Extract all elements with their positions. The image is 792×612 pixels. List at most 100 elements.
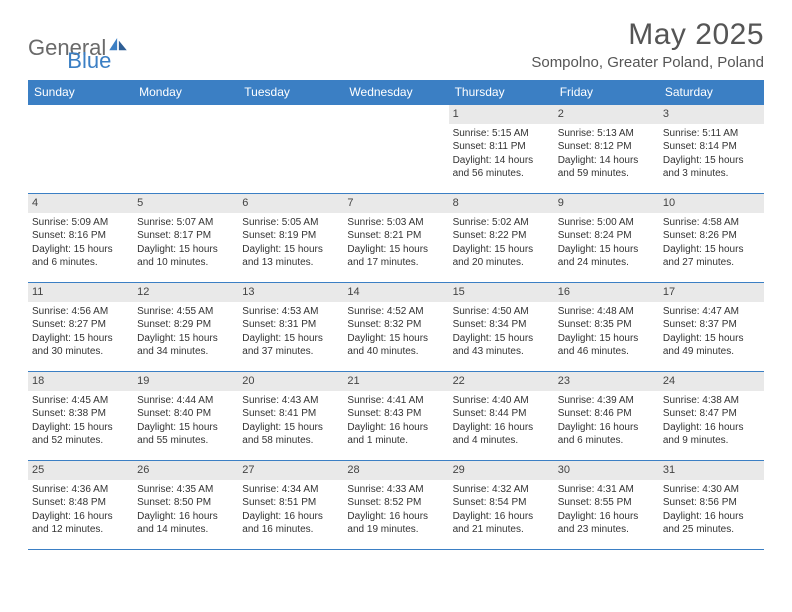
logo-text-blue: Blue — [67, 48, 111, 74]
daylight-text: Daylight: 15 hours and 24 minutes. — [558, 243, 655, 270]
day-number: 14 — [343, 283, 448, 302]
day-number: 17 — [659, 283, 764, 302]
sunset-text: Sunset: 8:12 PM — [558, 140, 655, 154]
sunrise-text: Sunrise: 4:56 AM — [32, 305, 129, 319]
day-of-week-header: SundayMondayTuesdayWednesdayThursdayFrid… — [28, 80, 764, 104]
sunset-text: Sunset: 8:34 PM — [453, 318, 550, 332]
sunset-text: Sunset: 8:29 PM — [137, 318, 234, 332]
week-row: 4Sunrise: 5:09 AMSunset: 8:16 PMDaylight… — [28, 193, 764, 282]
sunset-text: Sunset: 8:56 PM — [663, 496, 760, 510]
daylight-text: Daylight: 16 hours and 21 minutes. — [453, 510, 550, 537]
sunset-text: Sunset: 8:55 PM — [558, 496, 655, 510]
sunrise-text: Sunrise: 5:11 AM — [663, 127, 760, 141]
daylight-text: Daylight: 15 hours and 37 minutes. — [242, 332, 339, 359]
daylight-text: Daylight: 15 hours and 3 minutes. — [663, 154, 760, 181]
sunset-text: Sunset: 8:22 PM — [453, 229, 550, 243]
day-number: 20 — [238, 372, 343, 391]
header: General Blue May 2025 Sompolno, Greater … — [28, 18, 764, 74]
sunrise-text: Sunrise: 4:39 AM — [558, 394, 655, 408]
week-row: 25Sunrise: 4:36 AMSunset: 8:48 PMDayligh… — [28, 460, 764, 550]
sunrise-text: Sunrise: 4:43 AM — [242, 394, 339, 408]
sunset-text: Sunset: 8:19 PM — [242, 229, 339, 243]
month-title: May 2025 — [531, 18, 764, 52]
daylight-text: Daylight: 15 hours and 52 minutes. — [32, 421, 129, 448]
sunset-text: Sunset: 8:31 PM — [242, 318, 339, 332]
sunset-text: Sunset: 8:41 PM — [242, 407, 339, 421]
daylight-text: Daylight: 16 hours and 6 minutes. — [558, 421, 655, 448]
day-cell: 31Sunrise: 4:30 AMSunset: 8:56 PMDayligh… — [659, 461, 764, 549]
day-cell — [238, 105, 343, 193]
day-cell: 15Sunrise: 4:50 AMSunset: 8:34 PMDayligh… — [449, 283, 554, 371]
week-row: 18Sunrise: 4:45 AMSunset: 8:38 PMDayligh… — [28, 371, 764, 460]
daylight-text: Daylight: 15 hours and 55 minutes. — [137, 421, 234, 448]
sunrise-text: Sunrise: 5:02 AM — [453, 216, 550, 230]
day-cell: 22Sunrise: 4:40 AMSunset: 8:44 PMDayligh… — [449, 372, 554, 460]
daylight-text: Daylight: 15 hours and 10 minutes. — [137, 243, 234, 270]
day-number: 31 — [659, 461, 764, 480]
title-block: May 2025 Sompolno, Greater Poland, Polan… — [531, 18, 764, 71]
day-number: 16 — [554, 283, 659, 302]
sunrise-text: Sunrise: 4:32 AM — [453, 483, 550, 497]
daylight-text: Daylight: 16 hours and 19 minutes. — [347, 510, 444, 537]
dow-cell: Monday — [133, 80, 238, 104]
day-cell: 12Sunrise: 4:55 AMSunset: 8:29 PMDayligh… — [133, 283, 238, 371]
sunrise-text: Sunrise: 4:33 AM — [347, 483, 444, 497]
day-cell: 5Sunrise: 5:07 AMSunset: 8:17 PMDaylight… — [133, 194, 238, 282]
sunset-text: Sunset: 8:46 PM — [558, 407, 655, 421]
dow-cell: Saturday — [659, 80, 764, 104]
sunrise-text: Sunrise: 4:35 AM — [137, 483, 234, 497]
daylight-text: Daylight: 16 hours and 9 minutes. — [663, 421, 760, 448]
day-cell: 16Sunrise: 4:48 AMSunset: 8:35 PMDayligh… — [554, 283, 659, 371]
daylight-text: Daylight: 16 hours and 23 minutes. — [558, 510, 655, 537]
day-number: 10 — [659, 194, 764, 213]
sunset-text: Sunset: 8:54 PM — [453, 496, 550, 510]
dow-cell: Sunday — [28, 80, 133, 104]
day-cell: 1Sunrise: 5:15 AMSunset: 8:11 PMDaylight… — [449, 105, 554, 193]
day-cell: 7Sunrise: 5:03 AMSunset: 8:21 PMDaylight… — [343, 194, 448, 282]
sunrise-text: Sunrise: 4:36 AM — [32, 483, 129, 497]
sunrise-text: Sunrise: 4:38 AM — [663, 394, 760, 408]
sunrise-text: Sunrise: 4:44 AM — [137, 394, 234, 408]
sunrise-text: Sunrise: 4:31 AM — [558, 483, 655, 497]
day-cell: 11Sunrise: 4:56 AMSunset: 8:27 PMDayligh… — [28, 283, 133, 371]
day-cell: 29Sunrise: 4:32 AMSunset: 8:54 PMDayligh… — [449, 461, 554, 549]
sunrise-text: Sunrise: 5:15 AM — [453, 127, 550, 141]
sunrise-text: Sunrise: 4:40 AM — [453, 394, 550, 408]
daylight-text: Daylight: 16 hours and 1 minute. — [347, 421, 444, 448]
logo-sail-icon — [109, 38, 127, 52]
day-cell: 24Sunrise: 4:38 AMSunset: 8:47 PMDayligh… — [659, 372, 764, 460]
sunrise-text: Sunrise: 4:34 AM — [242, 483, 339, 497]
sunset-text: Sunset: 8:26 PM — [663, 229, 760, 243]
day-number: 26 — [133, 461, 238, 480]
day-cell: 25Sunrise: 4:36 AMSunset: 8:48 PMDayligh… — [28, 461, 133, 549]
sunset-text: Sunset: 8:40 PM — [137, 407, 234, 421]
daylight-text: Daylight: 15 hours and 34 minutes. — [137, 332, 234, 359]
day-number: 27 — [238, 461, 343, 480]
sunset-text: Sunset: 8:17 PM — [137, 229, 234, 243]
sunrise-text: Sunrise: 4:53 AM — [242, 305, 339, 319]
day-cell: 27Sunrise: 4:34 AMSunset: 8:51 PMDayligh… — [238, 461, 343, 549]
sunset-text: Sunset: 8:38 PM — [32, 407, 129, 421]
sunrise-text: Sunrise: 5:00 AM — [558, 216, 655, 230]
daylight-text: Daylight: 15 hours and 20 minutes. — [453, 243, 550, 270]
sunset-text: Sunset: 8:16 PM — [32, 229, 129, 243]
daylight-text: Daylight: 16 hours and 16 minutes. — [242, 510, 339, 537]
sunrise-text: Sunrise: 5:09 AM — [32, 216, 129, 230]
day-cell: 19Sunrise: 4:44 AMSunset: 8:40 PMDayligh… — [133, 372, 238, 460]
day-cell — [28, 105, 133, 193]
sunset-text: Sunset: 8:47 PM — [663, 407, 760, 421]
day-number: 25 — [28, 461, 133, 480]
day-number: 9 — [554, 194, 659, 213]
day-cell: 23Sunrise: 4:39 AMSunset: 8:46 PMDayligh… — [554, 372, 659, 460]
day-number: 2 — [554, 105, 659, 124]
calendar-page: General Blue May 2025 Sompolno, Greater … — [0, 0, 792, 560]
sunset-text: Sunset: 8:50 PM — [137, 496, 234, 510]
day-number: 12 — [133, 283, 238, 302]
dow-cell: Thursday — [449, 80, 554, 104]
sunset-text: Sunset: 8:21 PM — [347, 229, 444, 243]
day-number: 15 — [449, 283, 554, 302]
day-number: 11 — [28, 283, 133, 302]
daylight-text: Daylight: 14 hours and 56 minutes. — [453, 154, 550, 181]
day-cell: 28Sunrise: 4:33 AMSunset: 8:52 PMDayligh… — [343, 461, 448, 549]
sunrise-text: Sunrise: 4:50 AM — [453, 305, 550, 319]
